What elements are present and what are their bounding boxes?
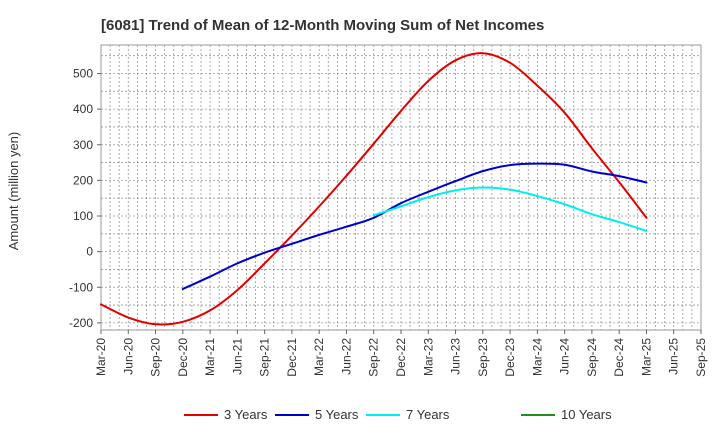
x-tick-label: Dec-21 xyxy=(285,338,299,377)
y-tick-label: 200 xyxy=(73,173,93,187)
y-tick-label: 300 xyxy=(73,138,93,152)
x-tick-label: Dec-22 xyxy=(394,338,408,377)
x-tick-label: Mar-25 xyxy=(639,338,653,376)
x-tick-label: Jun-21 xyxy=(230,338,244,375)
x-tick-label: Mar-22 xyxy=(312,338,326,376)
legend-label: 3 Years xyxy=(224,407,268,422)
y-tick-label: 0 xyxy=(86,245,93,259)
series-layer xyxy=(100,52,648,326)
x-tick-label: Jun-24 xyxy=(558,338,572,375)
series-line-7-years xyxy=(372,186,648,232)
series-line-3-years xyxy=(100,52,648,326)
x-tick-label: Sep-24 xyxy=(585,338,599,377)
x-tick-label: Mar-24 xyxy=(530,338,544,376)
y-tick-label: -100 xyxy=(69,280,93,294)
x-tick-label: Jun-25 xyxy=(667,338,681,375)
x-tick-label: Jun-23 xyxy=(449,338,463,375)
y-tick-label: 100 xyxy=(73,209,93,223)
y-axis-label: Amount (million yen) xyxy=(6,132,21,251)
x-tick-label: Sep-23 xyxy=(476,338,490,377)
x-tick-label: Jun-22 xyxy=(339,338,353,375)
x-tick-label: Mar-23 xyxy=(421,338,435,376)
y-axis-ticks: -200 -100 0 100 200 300 400 500 xyxy=(69,67,101,330)
x-axis-ticks: Mar-20 Jun-20 Sep-20 Dec-20 Mar-21 Jun-21 Sep-… xyxy=(94,330,708,377)
series-line-5-years xyxy=(181,162,648,291)
x-tick-label: Mar-20 xyxy=(94,338,108,376)
legend: 3 Years 5 Years 7 Years 10 Years xyxy=(184,407,612,422)
y-tick-label: 400 xyxy=(73,102,93,116)
x-tick-label: Jun-20 xyxy=(121,338,135,375)
legend-label: 7 Years xyxy=(406,407,450,422)
x-tick-label: Sep-25 xyxy=(694,338,708,377)
x-tick-label: Dec-20 xyxy=(176,338,190,377)
legend-label: 5 Years xyxy=(315,407,359,422)
x-tick-label: Sep-21 xyxy=(258,338,272,377)
x-tick-label: Dec-23 xyxy=(503,338,517,377)
x-tick-label: Sep-20 xyxy=(149,338,163,377)
x-tick-label: Mar-21 xyxy=(203,338,217,376)
grid-lines xyxy=(101,45,701,330)
chart-title: [6081] Trend of Mean of 12-Month Moving … xyxy=(101,17,544,34)
y-tick-label: -200 xyxy=(69,316,93,330)
x-tick-label: Dec-24 xyxy=(612,338,626,377)
y-tick-label: 500 xyxy=(73,67,93,81)
x-tick-label: Sep-22 xyxy=(367,338,381,377)
legend-label: 10 Years xyxy=(561,407,612,422)
